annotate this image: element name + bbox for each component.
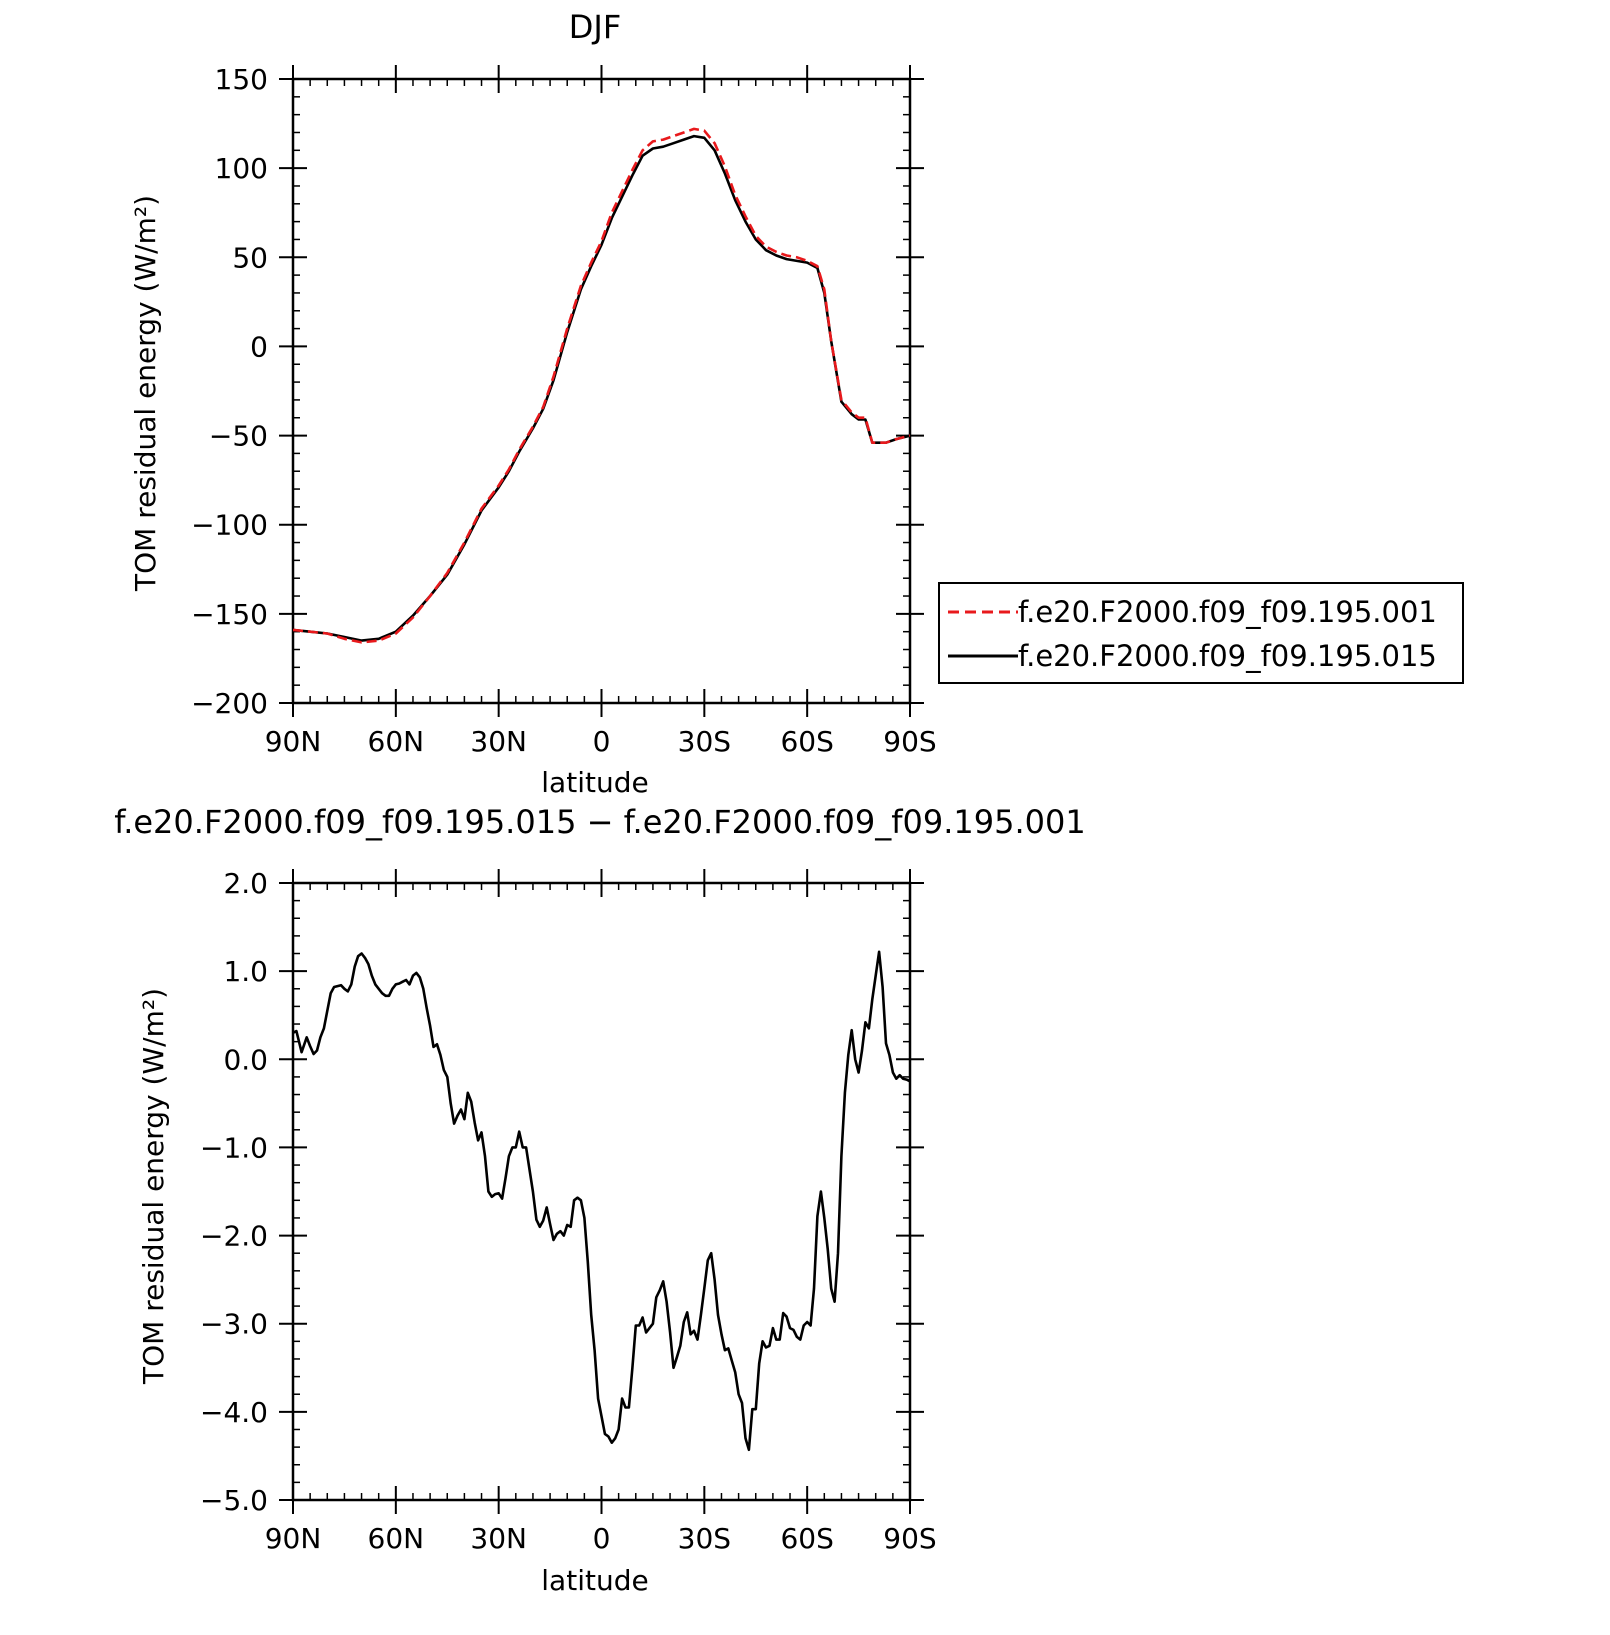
x-tick-label: 60N <box>368 725 425 758</box>
top-panel: DJF 90N 60N 30N 0 30S 60S 90S 150 100 50 0 −50 −100 −… <box>129 8 1464 799</box>
x-tick-label: 30S <box>678 1522 731 1555</box>
y-tick-label: −1.0 <box>200 1131 268 1164</box>
x-tick-label: 30N <box>470 725 527 758</box>
y-tick-label: −200 <box>191 687 268 720</box>
x-tick-label: 60N <box>368 1522 425 1555</box>
x-tick-label: 0 <box>593 725 611 758</box>
legend-label: f.e20.F2000.f09_f09.195.015 <box>1018 639 1437 673</box>
y-tick-label: 0.0 <box>223 1043 268 1076</box>
x-tick-label: 90S <box>883 1522 936 1555</box>
plot-area: 90N 60N 30N 0 30S 60S 90S 150 100 50 0 −50 −100 −150 −… <box>191 63 937 758</box>
x-tick-label: 90S <box>883 725 936 758</box>
y-tick-label: 0 <box>250 330 268 363</box>
x-axis-label: latitude <box>541 766 648 799</box>
plot-frame <box>291 77 912 705</box>
x-tick-label: 60S <box>780 1522 833 1555</box>
y-tick-label: 100 <box>215 152 268 185</box>
y-tick-label: −5.0 <box>200 1484 268 1517</box>
y-axis-label: TOM residual energy (W/m²) <box>137 988 170 1385</box>
y-axis-label: TOM residual energy (W/m²) <box>129 195 162 592</box>
y-tick-label: −4.0 <box>200 1396 268 1429</box>
y-tick-label: 2.0 <box>223 867 268 900</box>
y-tick-label: −2.0 <box>200 1220 268 1253</box>
y-tick-label: −150 <box>191 598 268 631</box>
x-tick-label: 90N <box>265 1522 322 1555</box>
legend-box <box>938 582 1464 684</box>
y-tick-label: −100 <box>191 509 268 542</box>
y-tick-label: 150 <box>215 63 268 96</box>
legend: f.e20.F2000.f09_f09.195.001 f.e20.F2000.… <box>938 582 1464 684</box>
y-tick-label: 1.0 <box>223 955 268 988</box>
x-tick-label: 30N <box>470 1522 527 1555</box>
plot-frame <box>291 881 912 1502</box>
chart-title: f.e20.F2000.f09_f09.195.015 − f.e20.F200… <box>114 803 1086 841</box>
y-tick-label: −50 <box>209 420 268 453</box>
series-line <box>293 127 910 644</box>
x-tick-label: 60S <box>780 725 833 758</box>
y-tick-label: 50 <box>232 241 268 274</box>
x-axis-label: latitude <box>541 1564 648 1597</box>
x-tick-label: 0 <box>593 1522 611 1555</box>
bottom-panel: f.e20.F2000.f09_f09.195.015 − f.e20.F200… <box>114 803 1086 1597</box>
x-tick-label: 90N <box>265 725 322 758</box>
x-tick-label: 30S <box>678 725 731 758</box>
legend-label: f.e20.F2000.f09_f09.195.001 <box>1018 595 1437 629</box>
series-line <box>293 134 910 642</box>
series-line <box>293 950 910 1452</box>
plot-area: 90N 60N 30N 0 30S 60S 90S 2.0 1.0 0.0 −1.0 −2.0 −3.0… <box>200 867 937 1555</box>
y-tick-label: −3.0 <box>200 1308 268 1341</box>
chart-title: DJF <box>569 8 621 46</box>
